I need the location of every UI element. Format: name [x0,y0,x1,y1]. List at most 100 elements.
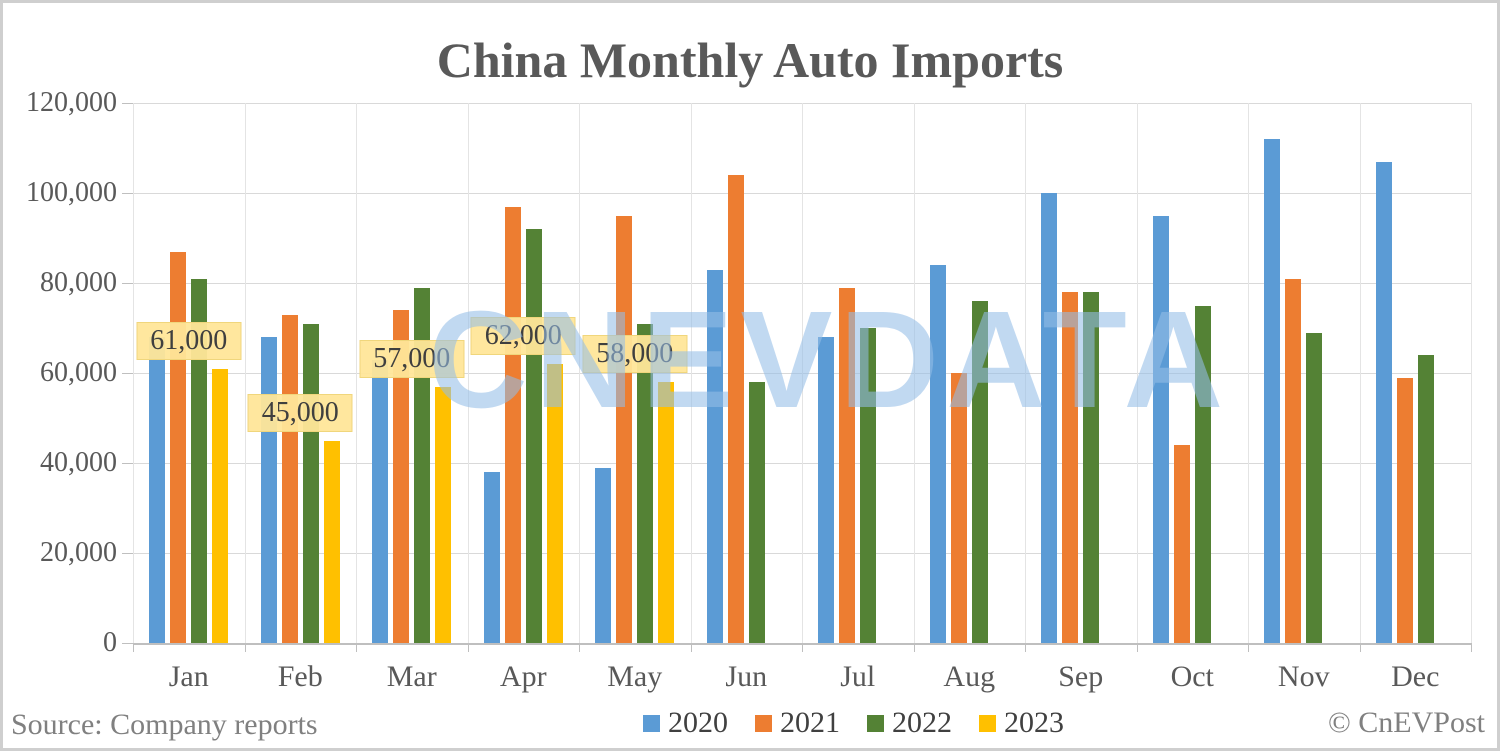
bar-2023-may [658,382,675,643]
data-label-2023-mar: 57,000 [359,339,465,378]
x-axis-label-apr: Apr [499,660,547,693]
month-column-mar: 57,000 [356,103,468,643]
legend: 2020 2021 2022 2023 [643,706,1064,740]
x-axis-label-may: May [607,660,663,693]
bar-2020-aug [929,265,946,643]
bar-2021-aug [950,373,967,643]
x-axis-tick [1359,643,1361,652]
month-column-jul [802,103,914,643]
legend-swatch-icon-2021 [755,714,772,732]
month-column-jun [691,103,803,643]
category-separator [244,103,246,643]
y-axis-tick [122,643,133,644]
month-column-sep [1025,103,1137,643]
bar-2023-feb [323,440,340,643]
bar-2022-apr [525,229,542,643]
category-separator [1248,103,1249,643]
data-label-2023-feb: 45,000 [247,393,353,432]
legend-swatch-icon-2022 [867,714,884,732]
bar-2023-mar [435,386,452,643]
x-axis-label-jul: Jul [840,660,876,693]
bar-2022-dec [1417,355,1434,643]
x-axis-tick [244,643,246,652]
x-axis-label-jun: Jun [725,660,768,693]
bar-2021-dec [1396,377,1413,643]
category-separator [1025,103,1026,643]
x-axis-tick [802,643,803,652]
y-axis-tick [122,373,133,374]
month-column-jan: 61,000 [133,103,245,643]
chart-title: China Monthly Auto Imports [436,32,1064,88]
x-axis-tick [579,643,580,652]
x-axis-label-feb: Feb [277,660,323,693]
legend-swatch-icon-2020 [643,714,660,732]
data-label-2023-may: 58,000 [582,335,688,373]
x-axis-label-aug: Aug [943,660,996,693]
bar-2022-jan [191,278,208,643]
y-axis-tick [122,463,133,464]
y-axis-tick [122,283,133,284]
bar-2021-mar [393,310,410,643]
bar-2022-jun [748,382,765,643]
bar-2022-jul [860,328,877,643]
y-axis-label-100000: 100,000 [26,177,117,208]
x-axis-tick [467,643,469,652]
x-axis-tick [1471,643,1472,652]
plot-area: CNEVDATA 61,000 45,000 57,000 62,000 58,000 [122,103,1472,652]
bar-2020-feb [260,337,277,643]
bar-2020-jun [706,269,723,643]
bar-2021-jun [727,175,744,643]
category-separator [133,103,134,643]
x-axis-tick [690,643,692,652]
bar-2021-feb [281,314,298,643]
month-column-may: 58,000 [579,103,691,643]
x-axis-tick [1025,643,1026,652]
data-label-2023-apr: 62,000 [470,317,576,355]
bar-2020-jul [818,337,835,643]
bar-2023-jan [212,368,229,643]
y-axis-label-60000: 60,000 [40,357,117,388]
y-axis-tick [122,103,133,104]
category-separator [356,103,357,643]
legend-item-2021: 2021 [755,706,840,740]
legend-item-2022: 2022 [867,706,952,740]
y-axis-label-40000: 40,000 [40,447,117,478]
bar-2021-oct [1173,445,1190,643]
bar-2022-may [637,323,654,643]
bar-2020-may [595,467,612,643]
bar-2021-jul [839,287,856,643]
month-column-feb: 45,000 [245,103,357,643]
bar-2021-may [616,215,633,643]
legend-label-2023: 2023 [1004,706,1064,739]
bar-2020-mar [372,359,389,643]
bar-2021-nov [1285,278,1302,643]
bar-2022-feb [302,323,319,643]
x-axis-label-dec: Dec [1391,660,1440,693]
legend-label-2021: 2021 [780,706,840,739]
category-separator [1471,103,1472,643]
category-separator [802,103,803,643]
y-axis-tick [122,553,133,554]
month-column-oct [1137,103,1249,643]
x-axis-tick [133,643,134,652]
y-axis-label-20000: 20,000 [40,537,117,568]
month-column-apr: 62,000 [468,103,580,643]
month-column-aug [914,103,1026,643]
bar-2020-oct [1152,215,1169,643]
bar-2022-nov [1306,332,1323,643]
bar-2022-aug [971,301,988,643]
x-axis-label-mar: Mar [386,660,437,693]
bar-2020-apr [483,472,500,643]
legend-label-2022: 2022 [892,706,952,739]
y-axis-label-80000: 80,000 [40,267,117,298]
category-separator [467,103,469,643]
bar-2020-jan [149,337,166,643]
bar-2020-sep [1041,193,1058,643]
y-axis-label-0: 0 [103,627,117,658]
y-axis-label-120000: 120,000 [26,87,117,118]
category-separator [690,103,692,643]
data-label-2023-jan: 61,000 [136,321,242,360]
y-axis-tick [122,193,133,194]
month-column-dec [1360,103,1472,643]
